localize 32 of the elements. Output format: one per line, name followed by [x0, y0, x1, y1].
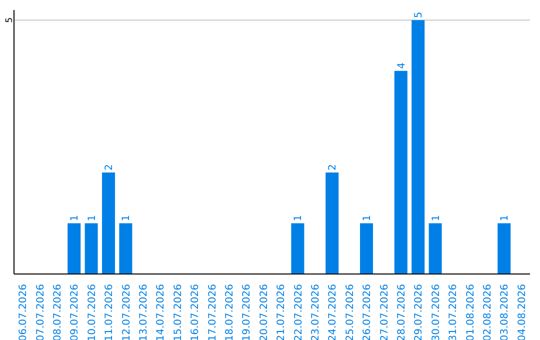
data-label: 2	[328, 164, 339, 170]
bar	[412, 20, 425, 274]
x-tick-label: 15.07.2026	[172, 284, 184, 340]
bar	[498, 223, 511, 274]
bar	[394, 70, 408, 274]
bar	[119, 223, 132, 274]
x-tick-label: 16.07.2026	[190, 284, 202, 340]
data-label: 1	[362, 214, 373, 222]
bar	[68, 223, 81, 274]
data-label: 2	[104, 164, 115, 170]
x-tick-label: 11.07.2026	[104, 284, 116, 340]
bar	[84, 223, 98, 274]
bar	[291, 223, 304, 274]
data-label: 1	[86, 214, 98, 222]
bar	[428, 223, 442, 274]
x-tick-label: 14.07.2026	[156, 284, 167, 340]
data-label: 1	[121, 214, 132, 222]
bar	[102, 172, 115, 274]
data-label: 1	[430, 214, 442, 222]
x-tick-label: 19.07.2026	[242, 284, 253, 340]
data-label: 1	[70, 214, 81, 222]
x-tick-label: 12.07.2026	[121, 284, 132, 340]
bar	[360, 223, 373, 274]
data-label: 1	[293, 214, 304, 222]
bar	[326, 172, 339, 274]
x-tick-label: 10.07.2026	[86, 284, 98, 340]
x-tick-label: 13.07.2026	[138, 284, 150, 340]
data-label: 5	[414, 12, 425, 18]
data-label: 4	[396, 62, 408, 69]
data-label: 1	[500, 214, 511, 222]
x-tick-label: 17.07.2026	[207, 284, 218, 340]
x-tick-label: 18.07.2026	[224, 284, 236, 340]
